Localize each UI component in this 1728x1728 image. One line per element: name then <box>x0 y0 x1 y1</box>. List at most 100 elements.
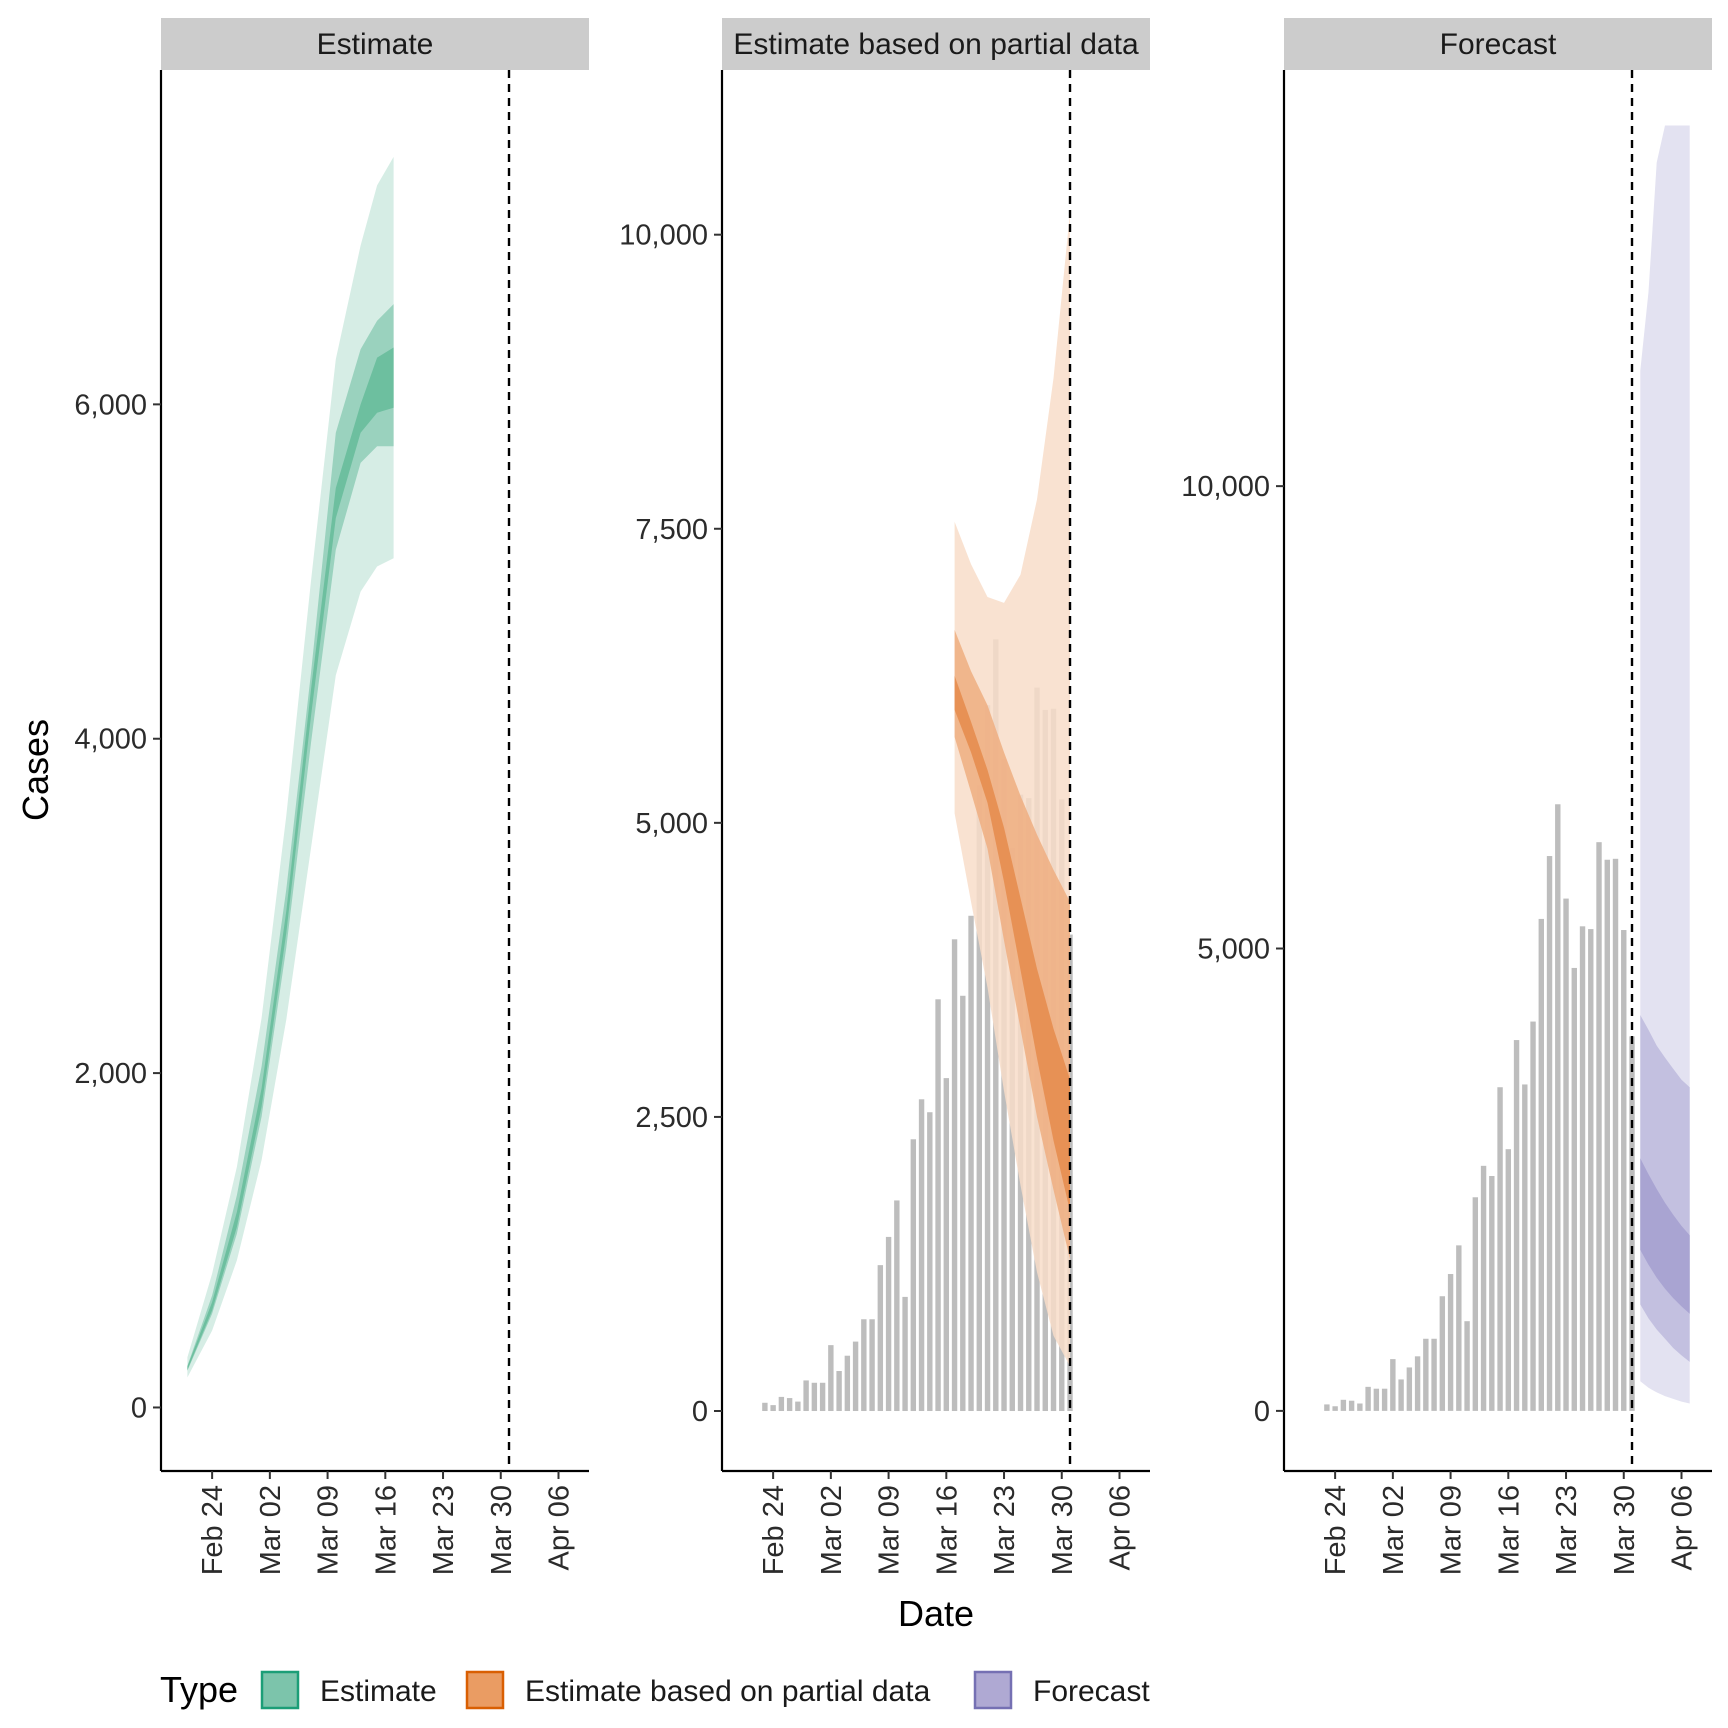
case-bar <box>869 1319 875 1412</box>
case-bar <box>819 1382 826 1412</box>
case-bar <box>1604 859 1610 1411</box>
case-bar <box>786 1398 793 1412</box>
case-bar <box>844 1355 851 1412</box>
y-tick-label: 0 <box>131 1392 147 1424</box>
case-bar <box>1324 1404 1330 1411</box>
case-bar <box>1423 1338 1429 1411</box>
interval-band-90pct <box>187 156 394 1378</box>
panel-strip <box>161 18 589 70</box>
case-bar <box>1571 967 1577 1411</box>
case-bar <box>1390 1359 1396 1411</box>
x-tick-label: Mar 02 <box>1378 1485 1410 1575</box>
y-axis-title: Cases <box>15 719 56 821</box>
panel-1: Estimate based on partial data 0 2,500 5,00… <box>619 18 1150 1575</box>
panel-title: Forecast <box>1440 28 1557 61</box>
x-tick-label: Mar 16 <box>370 1485 402 1575</box>
case-bar <box>1505 1149 1512 1411</box>
y-tick-label: 2,000 <box>74 1058 147 1090</box>
case-bar <box>885 1236 892 1412</box>
panel-strip <box>722 18 1150 70</box>
y-tick-label: 7,500 <box>635 514 708 546</box>
y-tick-label: 6,000 <box>74 389 147 421</box>
case-bar <box>852 1341 859 1412</box>
x-axis-title: Date <box>898 1593 974 1634</box>
case-bar <box>803 1380 809 1412</box>
legend-title: Type <box>160 1669 238 1710</box>
x-tick-label: Feb 24 <box>197 1485 229 1575</box>
legend-label: Estimate based on partial data <box>525 1675 931 1708</box>
case-bar <box>943 1078 950 1412</box>
legend: Type Estimate Estimate based on partial da… <box>160 1669 1150 1710</box>
case-bar <box>1332 1406 1338 1411</box>
case-bar <box>1538 918 1544 1411</box>
case-bar <box>1489 1176 1495 1411</box>
legend-label: Forecast <box>1033 1675 1150 1708</box>
case-bar <box>770 1405 776 1412</box>
case-bar <box>918 1099 925 1412</box>
x-tick-label: Mar 09 <box>1436 1485 1468 1575</box>
case-bar <box>836 1371 842 1412</box>
interval-band-20pct <box>954 675 1070 1211</box>
panel-0: Estimate 0 2,000 4,000 6,000 Feb 24 Mar 02 Mar … <box>74 18 589 1575</box>
case-bar <box>1340 1399 1347 1411</box>
case-bar <box>1456 1245 1462 1411</box>
case-bar <box>960 995 966 1412</box>
x-tick-label: Mar 30 <box>1047 1485 1079 1575</box>
x-tick-label: Mar 23 <box>1551 1485 1583 1575</box>
y-tick-label: 2,500 <box>635 1102 708 1134</box>
x-tick-label: Mar 16 <box>931 1485 963 1575</box>
case-bar <box>1497 1087 1503 1411</box>
x-tick-label: Mar 23 <box>428 1485 460 1575</box>
case-bar <box>828 1345 834 1412</box>
case-bar <box>1067 934 1073 1412</box>
case-bar <box>1406 1367 1413 1411</box>
case-bar <box>1596 842 1602 1411</box>
case-bar <box>811 1382 818 1412</box>
case-bar <box>877 1265 884 1412</box>
case-bar <box>935 999 941 1412</box>
case-bar <box>968 915 974 1412</box>
case-bar <box>1414 1356 1421 1411</box>
case-bar <box>1464 1321 1470 1411</box>
y-tick-label: 4,000 <box>74 724 147 756</box>
x-tick-label: Mar 09 <box>313 1485 345 1575</box>
case-bar <box>1381 1388 1388 1411</box>
case-bar <box>1563 898 1569 1411</box>
case-bar <box>1546 856 1553 1411</box>
case-bar <box>1472 1197 1479 1411</box>
legend-swatch <box>260 1670 300 1710</box>
panel-2: Forecast 0 5,000 10,000 Feb 24 Mar 02 Mar 09 Ma… <box>1181 18 1712 1575</box>
panel-title: Estimate based on partial data <box>733 28 1139 61</box>
case-bar <box>1612 858 1619 1411</box>
x-tick-label: Mar 02 <box>255 1485 287 1575</box>
y-tick-label: 0 <box>1254 1396 1270 1428</box>
case-bar <box>861 1319 867 1412</box>
x-tick-label: Feb 24 <box>758 1485 790 1575</box>
case-bar <box>927 1112 933 1412</box>
case-bar <box>1588 929 1594 1411</box>
case-bar <box>1530 1021 1536 1411</box>
case-bar <box>902 1296 908 1412</box>
case-bar <box>1447 1274 1454 1411</box>
x-tick-label: Mar 09 <box>874 1485 906 1575</box>
case-bar <box>778 1396 785 1412</box>
case-bar <box>984 705 991 1412</box>
case-bar <box>1365 1386 1371 1411</box>
x-tick-label: Apr 06 <box>1666 1485 1698 1570</box>
x-tick-label: Mar 23 <box>989 1485 1021 1575</box>
case-bar <box>1579 926 1586 1411</box>
x-tick-label: Mar 30 <box>1609 1485 1641 1575</box>
y-tick-label: 5,000 <box>1197 934 1270 966</box>
case-bar <box>795 1401 801 1412</box>
case-bar <box>1439 1296 1446 1411</box>
case-bar <box>1373 1388 1380 1411</box>
case-bar <box>1522 1084 1528 1411</box>
case-bar <box>1555 804 1561 1411</box>
case-bar <box>1480 1165 1487 1411</box>
x-tick-label: Feb 24 <box>1320 1485 1352 1575</box>
case-bar <box>951 939 958 1412</box>
legend-swatch <box>465 1670 505 1710</box>
case-bar <box>1431 1338 1437 1411</box>
y-tick-label: 10,000 <box>619 220 708 252</box>
